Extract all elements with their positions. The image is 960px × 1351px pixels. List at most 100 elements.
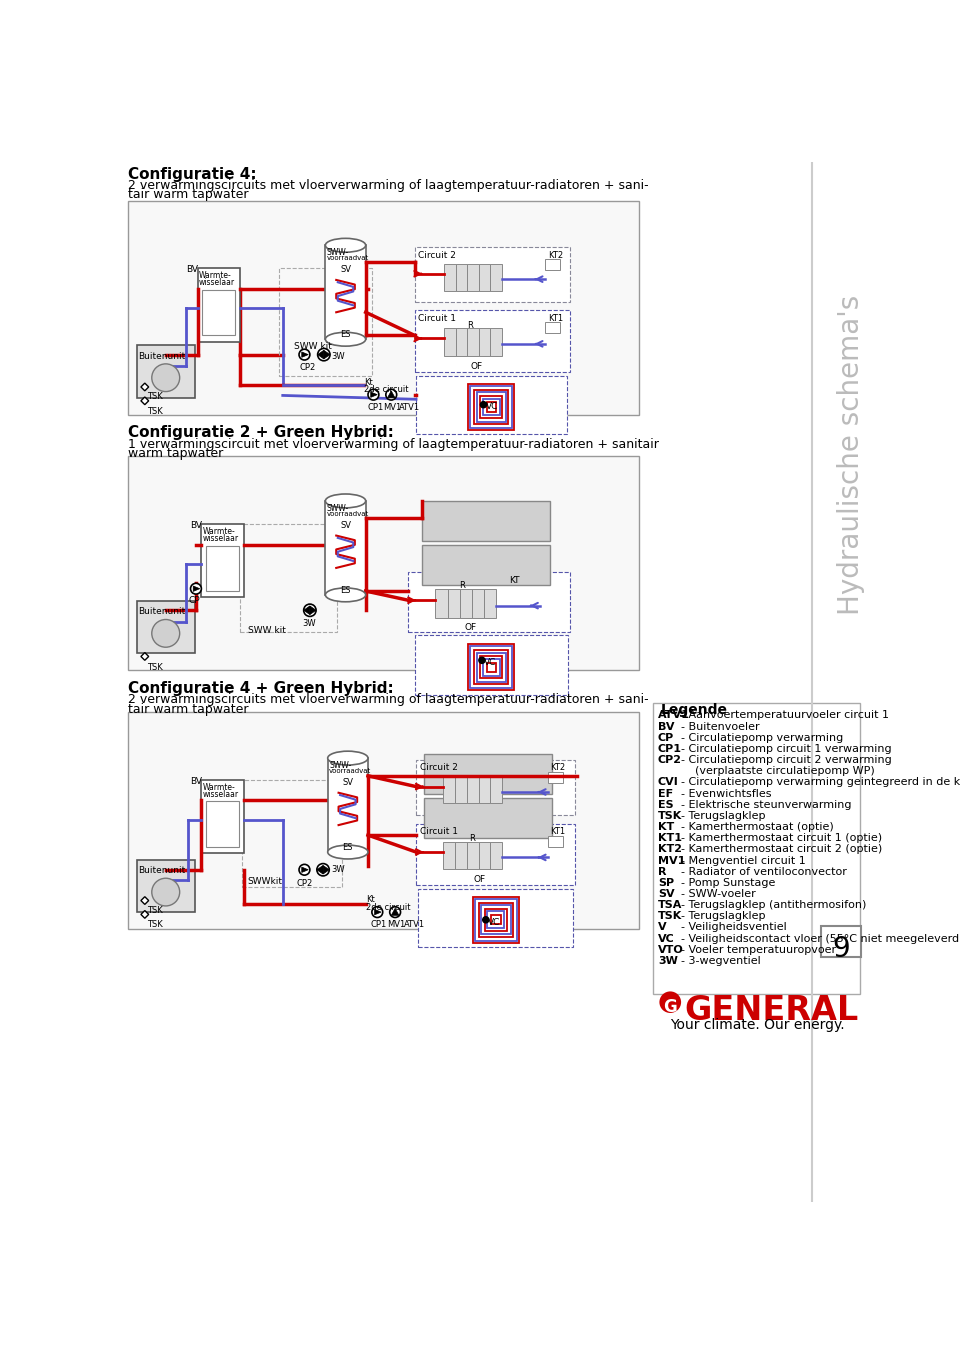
- Polygon shape: [310, 607, 316, 615]
- Bar: [468, 644, 515, 690]
- Bar: [423, 754, 552, 794]
- Bar: [416, 376, 567, 434]
- Text: - Mengventiel circuit 1: - Mengventiel circuit 1: [681, 855, 805, 866]
- Text: MV1: MV1: [388, 920, 406, 928]
- Bar: [202, 524, 244, 597]
- Text: R: R: [459, 581, 465, 590]
- Circle shape: [368, 389, 379, 400]
- Text: Circuit 1: Circuit 1: [420, 827, 458, 836]
- Text: - Circulatiepomp circuit 2 verwarming: - Circulatiepomp circuit 2 verwarming: [681, 755, 892, 765]
- Polygon shape: [371, 392, 377, 397]
- Text: R: R: [468, 835, 474, 843]
- Text: SWW-: SWW-: [329, 761, 351, 770]
- Text: OF: OF: [465, 623, 476, 631]
- Circle shape: [190, 584, 202, 594]
- Polygon shape: [318, 350, 324, 359]
- Text: EF: EF: [658, 789, 673, 798]
- Text: wisselaar: wisselaar: [203, 790, 239, 798]
- Text: wisselaar: wisselaar: [203, 534, 239, 543]
- Bar: [455, 777, 467, 802]
- Circle shape: [480, 401, 487, 408]
- Text: SV: SV: [343, 778, 353, 788]
- Bar: [478, 842, 491, 869]
- Text: - Veiligheidscontact vloer (55°C niet meegeleverd): - Veiligheidscontact vloer (55°C niet me…: [681, 934, 960, 943]
- Bar: [416, 759, 575, 815]
- Text: SWW kit: SWW kit: [295, 342, 332, 350]
- Text: Hydraulische schema's: Hydraulische schema's: [837, 295, 865, 615]
- Bar: [243, 780, 342, 888]
- Text: Circuit 1: Circuit 1: [419, 313, 456, 323]
- Text: R: R: [658, 867, 666, 877]
- Ellipse shape: [327, 751, 368, 765]
- Bar: [491, 842, 502, 869]
- Text: (verplaatste circulatiepomp WP): (verplaatste circulatiepomp WP): [681, 766, 875, 777]
- Bar: [470, 386, 512, 428]
- Ellipse shape: [325, 332, 366, 346]
- Bar: [468, 263, 479, 292]
- Bar: [206, 801, 239, 847]
- Text: SWW kit: SWW kit: [248, 626, 286, 635]
- Polygon shape: [301, 351, 308, 357]
- Polygon shape: [392, 908, 399, 916]
- Text: - Elektrische steunverwarming: - Elektrische steunverwarming: [681, 800, 852, 809]
- Bar: [483, 659, 500, 676]
- Text: wisselaar: wisselaar: [199, 278, 235, 288]
- Text: ATV1: ATV1: [658, 711, 689, 720]
- Text: CP1: CP1: [371, 920, 387, 928]
- Text: - Kamerthermostaat circuit 2 (optie): - Kamerthermostaat circuit 2 (optie): [681, 844, 882, 854]
- Bar: [422, 501, 550, 540]
- Text: - SWW-voeler: - SWW-voeler: [681, 889, 756, 898]
- Bar: [240, 524, 337, 632]
- Polygon shape: [141, 897, 149, 904]
- Bar: [444, 328, 456, 357]
- Text: CP: CP: [188, 596, 200, 605]
- Text: Buitenunit: Buitenunit: [138, 351, 186, 361]
- Text: Your climate. Our energy.: Your climate. Our energy.: [670, 1017, 845, 1032]
- Bar: [544, 259, 561, 270]
- Bar: [475, 898, 516, 940]
- Circle shape: [303, 604, 316, 616]
- Text: 1 verwarmingscircuit met vloerverwarming of laagtemperatuur-radiatoren + sanitai: 1 verwarmingscircuit met vloerverwarming…: [128, 438, 659, 451]
- Text: 3W: 3W: [302, 620, 316, 628]
- Text: - Kamerthermostaat circuit 1 (optie): - Kamerthermostaat circuit 1 (optie): [681, 834, 882, 843]
- Text: - Circulatiepomp verwarming: - Circulatiepomp verwarming: [681, 732, 843, 743]
- Circle shape: [660, 992, 681, 1013]
- Bar: [484, 589, 496, 617]
- Bar: [483, 399, 500, 416]
- Circle shape: [299, 865, 310, 875]
- Bar: [128, 712, 639, 929]
- Text: VC: VC: [484, 658, 496, 667]
- Polygon shape: [193, 586, 200, 592]
- Text: VC: VC: [486, 403, 498, 411]
- Text: MV1: MV1: [658, 855, 685, 866]
- Polygon shape: [374, 909, 381, 915]
- Text: ATV1: ATV1: [399, 403, 420, 412]
- Text: TSK: TSK: [658, 912, 683, 921]
- Text: TSK: TSK: [147, 907, 163, 915]
- Bar: [468, 384, 515, 430]
- Text: KT1: KT1: [550, 827, 565, 836]
- Text: Circuit 2: Circuit 2: [419, 251, 456, 259]
- Bar: [419, 889, 573, 947]
- Bar: [198, 269, 240, 342]
- Text: BV: BV: [190, 777, 202, 785]
- Text: KT: KT: [658, 821, 674, 832]
- Bar: [653, 703, 860, 994]
- Text: voorraadvat: voorraadvat: [327, 511, 370, 517]
- Text: OF: OF: [470, 362, 483, 372]
- Text: voorraadvat: voorraadvat: [327, 255, 370, 261]
- Text: Configuratie 4 + Green Hybrid:: Configuratie 4 + Green Hybrid:: [128, 681, 394, 696]
- Bar: [415, 247, 569, 303]
- Text: Legende: Legende: [660, 703, 728, 716]
- Text: CP2: CP2: [299, 363, 315, 372]
- Text: 2 verwarmingscircuits met vloerverwarming of laagtemperatuur-radiatoren + sani-: 2 verwarmingscircuits met vloerverwarmin…: [128, 180, 648, 192]
- Bar: [416, 824, 575, 885]
- Circle shape: [483, 917, 489, 923]
- Text: KT2: KT2: [550, 763, 565, 773]
- Bar: [471, 589, 484, 617]
- Bar: [470, 646, 512, 688]
- Bar: [491, 328, 502, 357]
- Bar: [408, 571, 569, 632]
- Text: 2de circuit: 2de circuit: [364, 385, 409, 394]
- Bar: [478, 777, 491, 802]
